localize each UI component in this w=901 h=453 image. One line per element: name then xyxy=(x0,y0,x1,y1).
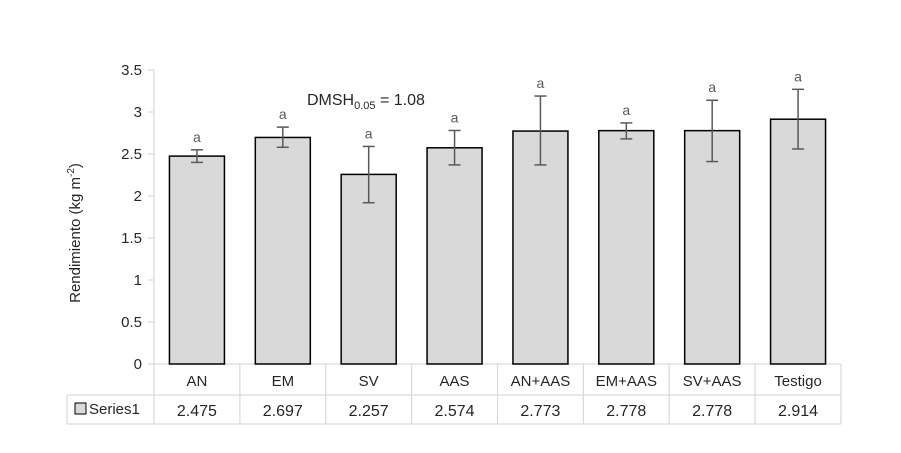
y-axis-label-close: ) xyxy=(67,163,84,168)
bar xyxy=(168,155,226,365)
bar xyxy=(683,129,741,365)
error-bar xyxy=(534,95,547,166)
value-label: 2.914 xyxy=(778,403,818,420)
dmsh-annotation-value: = 1.08 xyxy=(376,92,425,109)
y-tick-label: 1 xyxy=(134,272,142,289)
value-label: 2.773 xyxy=(520,403,560,420)
bar xyxy=(598,129,655,365)
y-tick-label: 3 xyxy=(134,104,142,121)
error-bar xyxy=(620,122,633,140)
category-label: AAS xyxy=(440,373,470,390)
value-label: 2.697 xyxy=(263,403,303,420)
value-label: 2.475 xyxy=(177,403,217,420)
significance-letter: a xyxy=(708,79,716,95)
significance-letter: a xyxy=(622,102,630,118)
y-axis-label-superscript: -2 xyxy=(66,168,77,177)
value-label: 2.778 xyxy=(606,403,646,420)
category-label: AN xyxy=(187,373,208,390)
y-axis-label: Rendimiento (kg m-2) xyxy=(66,163,84,303)
significance-letter: a xyxy=(365,125,373,141)
significance-letter: a xyxy=(279,106,287,122)
significance-letter: a xyxy=(537,75,545,91)
error-bar xyxy=(448,129,461,166)
value-label: 2.778 xyxy=(692,403,732,420)
y-tick-label: 0 xyxy=(134,356,142,373)
y-tick-label: 1.5 xyxy=(121,230,142,247)
bar xyxy=(426,147,483,365)
y-tick-label: 2 xyxy=(134,188,142,205)
error-bar xyxy=(190,149,203,164)
bar xyxy=(512,130,569,365)
dmsh-annotation: DMSH0.05 = 1.08 xyxy=(307,92,425,112)
error-bar xyxy=(362,145,375,204)
error-bar xyxy=(276,126,289,149)
category-label: AN+AAS xyxy=(511,373,571,390)
category-label: EM xyxy=(272,373,295,390)
data-table: AN 2.475 EM 2.697 SV 2.257 AAS 2.574 AN+AAS 2.773… xyxy=(66,364,842,425)
bar xyxy=(340,173,397,365)
category-label: SV+AAS xyxy=(683,373,742,390)
bars: a a a a a a a a xyxy=(168,68,827,365)
y-tick-label: 3.5 xyxy=(121,62,142,79)
value-label: 2.574 xyxy=(435,403,475,420)
bar xyxy=(254,136,312,365)
legend-series-name: Series1 xyxy=(89,401,140,418)
category-label: SV xyxy=(359,373,379,390)
legend-swatch xyxy=(74,402,87,415)
value-label: 2.257 xyxy=(349,403,389,420)
category-label: Testigo xyxy=(774,373,822,390)
y-tick-label: 2.5 xyxy=(121,146,142,163)
error-bar xyxy=(792,88,805,150)
y-tick-label: 0.5 xyxy=(121,314,142,331)
significance-letter: a xyxy=(794,68,802,84)
significance-letter: a xyxy=(451,109,459,125)
significance-letter: a xyxy=(193,129,201,145)
error-bar xyxy=(706,99,719,163)
bar xyxy=(769,118,827,365)
dmsh-annotation-subscript: 0.05 xyxy=(354,100,375,112)
category-label: EM+AAS xyxy=(596,373,657,390)
